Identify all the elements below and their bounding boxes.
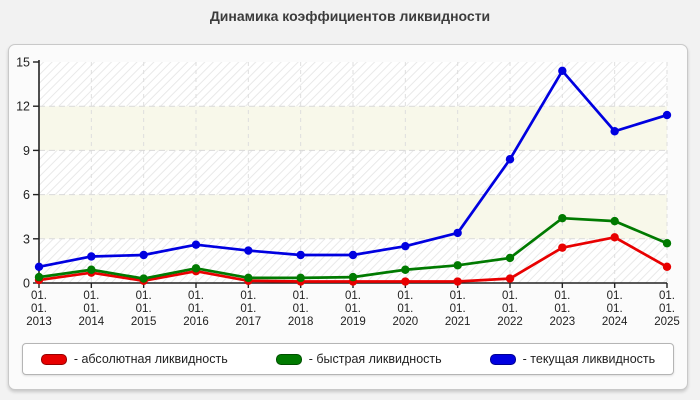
svg-text:2016: 2016 <box>183 316 209 328</box>
svg-text:2019: 2019 <box>340 316 366 328</box>
svg-text:01.: 01. <box>607 303 623 315</box>
svg-text:01.: 01. <box>188 303 204 315</box>
legend-label-absolute: - абсолютная ликвидность <box>73 352 228 366</box>
svg-text:15: 15 <box>16 56 30 70</box>
svg-text:01.: 01. <box>397 290 413 302</box>
svg-text:2013: 2013 <box>26 316 52 328</box>
svg-text:01.: 01. <box>450 303 466 315</box>
legend: - абсолютная ликвидность - быстрая ликви… <box>21 343 675 375</box>
chart-panel: 0 3 6 9 12 15 01. 01. 2013 01. 01. 2014 01. 01. 2015 01… <box>8 44 688 390</box>
svg-text:01.: 01. <box>397 303 413 315</box>
legend-swatch-current <box>489 353 516 365</box>
svg-text:2024: 2024 <box>602 316 628 328</box>
svg-text:01.: 01. <box>293 290 309 302</box>
svg-text:01.: 01. <box>31 303 47 315</box>
svg-text:01.: 01. <box>83 303 99 315</box>
svg-text:2023: 2023 <box>550 316 576 328</box>
svg-text:01.: 01. <box>554 290 570 302</box>
svg-text:01.: 01. <box>450 290 466 302</box>
svg-text:12: 12 <box>16 100 30 114</box>
legend-label-quick: - быстрая ликвидность <box>308 352 442 366</box>
svg-text:3: 3 <box>23 232 30 246</box>
svg-text:01.: 01. <box>240 303 256 315</box>
svg-text:9: 9 <box>23 144 30 158</box>
legend-item-quick: - быстрая ликвидность <box>275 352 442 366</box>
svg-text:01.: 01. <box>240 290 256 302</box>
svg-text:01.: 01. <box>345 290 361 302</box>
legend-label-current: - текущая ликвидность <box>522 352 656 366</box>
svg-text:01.: 01. <box>31 290 47 302</box>
legend-item-current: - текущая ликвидность <box>489 352 656 366</box>
svg-text:01.: 01. <box>83 290 99 302</box>
svg-text:01.: 01. <box>659 303 675 315</box>
svg-text:01.: 01. <box>607 290 623 302</box>
svg-text:2022: 2022 <box>497 316 523 328</box>
svg-text:01.: 01. <box>136 303 152 315</box>
legend-swatch-absolute <box>40 353 67 365</box>
svg-text:2025: 2025 <box>654 316 680 328</box>
svg-text:2015: 2015 <box>131 316 157 328</box>
svg-text:01.: 01. <box>136 290 152 302</box>
page-title: Динамика коэффициентов ликвидности <box>209 8 491 24</box>
svg-text:2017: 2017 <box>236 316 262 328</box>
svg-text:01.: 01. <box>659 290 675 302</box>
svg-text:01.: 01. <box>345 303 361 315</box>
svg-text:01.: 01. <box>293 303 309 315</box>
svg-text:01.: 01. <box>502 290 518 302</box>
line-chart-canvas: 0369121501.01.201301.01.201401.01.201501… <box>16 56 680 329</box>
legend-swatch-quick <box>275 353 302 365</box>
svg-text:6: 6 <box>23 188 30 202</box>
svg-text:2021: 2021 <box>445 316 471 328</box>
svg-text:2018: 2018 <box>288 316 314 328</box>
svg-text:01.: 01. <box>554 303 570 315</box>
svg-text:01.: 01. <box>502 303 518 315</box>
svg-text:2020: 2020 <box>393 316 419 328</box>
svg-text:2014: 2014 <box>79 316 105 328</box>
legend-item-absolute: - абсолютная ликвидность <box>40 352 228 366</box>
svg-text:0: 0 <box>23 277 30 291</box>
svg-text:01.: 01. <box>188 290 204 302</box>
